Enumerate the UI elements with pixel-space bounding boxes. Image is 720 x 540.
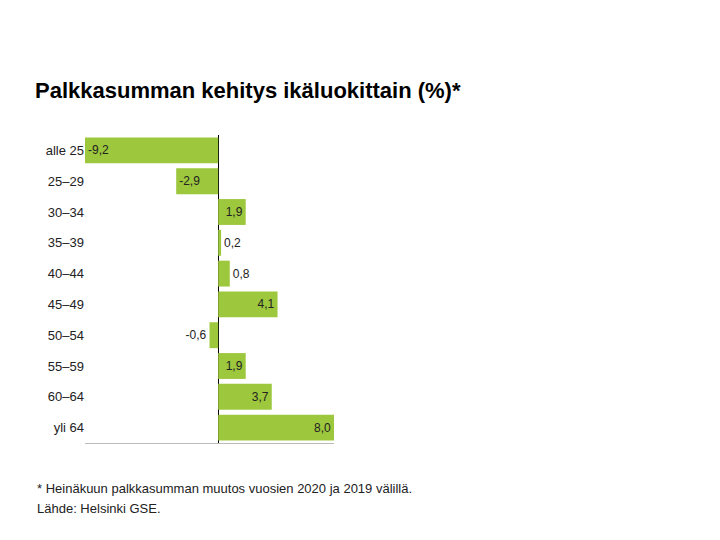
svg-text:40–44: 40–44: [48, 266, 84, 281]
svg-text:* Heinäkuun palkkasumman muuto: * Heinäkuun palkkasumman muutos vuosien …: [37, 481, 412, 496]
svg-text:0,2: 0,2: [224, 236, 241, 250]
svg-text:55–59: 55–59: [48, 359, 84, 374]
svg-text:yli 64: yli 64: [54, 420, 84, 435]
svg-text:3,7: 3,7: [252, 390, 269, 404]
svg-text:Lähde: Helsinki GSE.: Lähde: Helsinki GSE.: [37, 501, 161, 516]
svg-text:60–64: 60–64: [48, 389, 84, 404]
svg-text:-9,2: -9,2: [88, 143, 109, 157]
svg-text:4,1: 4,1: [258, 297, 275, 311]
svg-text:45–49: 45–49: [48, 297, 84, 312]
svg-text:0,8: 0,8: [233, 267, 250, 281]
svg-text:-2,9: -2,9: [179, 174, 200, 188]
svg-text:25–29: 25–29: [48, 174, 84, 189]
svg-text:35–39: 35–39: [48, 235, 84, 250]
svg-text:Palkkasumman kehitys ikäluokit: Palkkasumman kehitys ikäluokittain (%)*: [35, 78, 461, 103]
svg-text:alle 25: alle 25: [46, 143, 84, 158]
svg-text:50–54: 50–54: [48, 328, 84, 343]
svg-text:-0,6: -0,6: [185, 328, 206, 342]
svg-text:8,0: 8,0: [314, 421, 331, 435]
svg-text:1,9: 1,9: [226, 359, 243, 373]
svg-text:30–34: 30–34: [48, 205, 84, 220]
svg-text:1,9: 1,9: [226, 205, 243, 219]
